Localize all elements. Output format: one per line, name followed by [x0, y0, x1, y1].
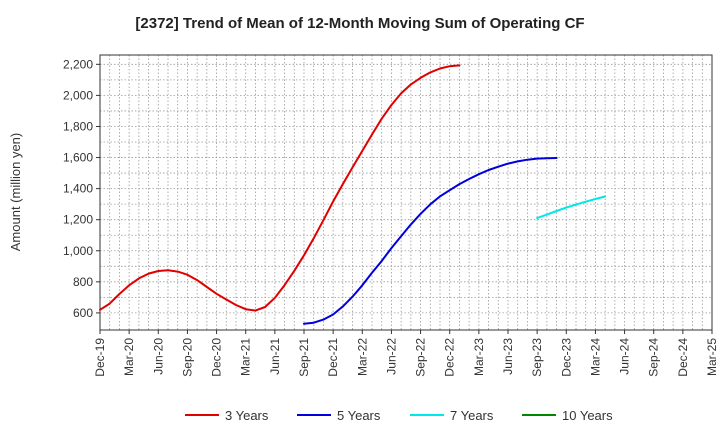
x-tick-label: Dec-22: [443, 338, 457, 377]
x-tick-label: Dec-24: [676, 338, 690, 377]
x-tick-label: Mar-21: [239, 338, 253, 376]
y-tick-label: 2,200: [63, 57, 93, 71]
x-tick-label: Jun-22: [384, 338, 398, 375]
legend-label-5-years: 5 Years: [337, 408, 381, 423]
x-tick-label: Sep-21: [297, 338, 311, 377]
x-tick-label: Sep-22: [414, 338, 428, 377]
x-tick-label: Dec-21: [326, 338, 340, 377]
x-tick-label: Jun-24: [618, 338, 632, 375]
x-tick-label: Jun-23: [501, 338, 515, 375]
x-tick-label: Mar-24: [588, 338, 602, 376]
legend-label-10-years: 10 Years: [562, 408, 613, 423]
series-line-5-years: [303, 157, 558, 325]
y-tick-label: 1,800: [63, 119, 93, 133]
grid: [99, 55, 713, 330]
legend: 3 Years 5 Years 7 Years 10 Years: [185, 408, 613, 423]
y-tick-label: 1,600: [63, 151, 93, 165]
y-tick-label: 1,000: [63, 244, 93, 258]
y-axis: 600 800 1,000 1,200 1,400 1,600 1,800 2,000 2,20…: [63, 57, 100, 320]
series-line-3-years: [99, 64, 461, 312]
legend-label-7-years: 7 Years: [450, 408, 494, 423]
y-axis-label: Amount (million yen): [8, 133, 23, 252]
y-tick-label: 800: [73, 275, 93, 289]
x-tick-label: Jun-20: [151, 338, 165, 375]
x-tick-label: Mar-25: [705, 338, 719, 376]
x-tick-label: Mar-20: [122, 338, 136, 376]
series-line-7-years: [536, 195, 607, 220]
x-tick-label: Sep-20: [180, 338, 194, 377]
y-tick-label: 2,000: [63, 88, 93, 102]
legend-label-3-years: 3 Years: [225, 408, 269, 423]
x-tick-label: Mar-23: [472, 338, 486, 376]
x-tick-label: Mar-22: [355, 338, 369, 376]
x-tick-label: Dec-20: [210, 338, 224, 377]
x-axis: Dec-19 Mar-20 Jun-20 Sep-20 Dec-20 Mar-21 Jun-…: [93, 330, 719, 377]
chart-title: [2372] Trend of Mean of 12-Month Moving …: [135, 15, 584, 32]
y-tick-label: 600: [73, 306, 93, 320]
x-tick-label: Sep-23: [530, 338, 544, 377]
x-tick-label: Dec-19: [93, 338, 107, 377]
x-tick-label: Jun-21: [268, 338, 282, 375]
series-lines: [99, 64, 607, 325]
y-tick-label: 1,200: [63, 213, 93, 227]
x-tick-label: Dec-23: [559, 338, 573, 377]
y-tick-label: 1,400: [63, 182, 93, 196]
x-tick-label: Sep-24: [647, 338, 661, 377]
plot-frame: [99, 54, 713, 331]
